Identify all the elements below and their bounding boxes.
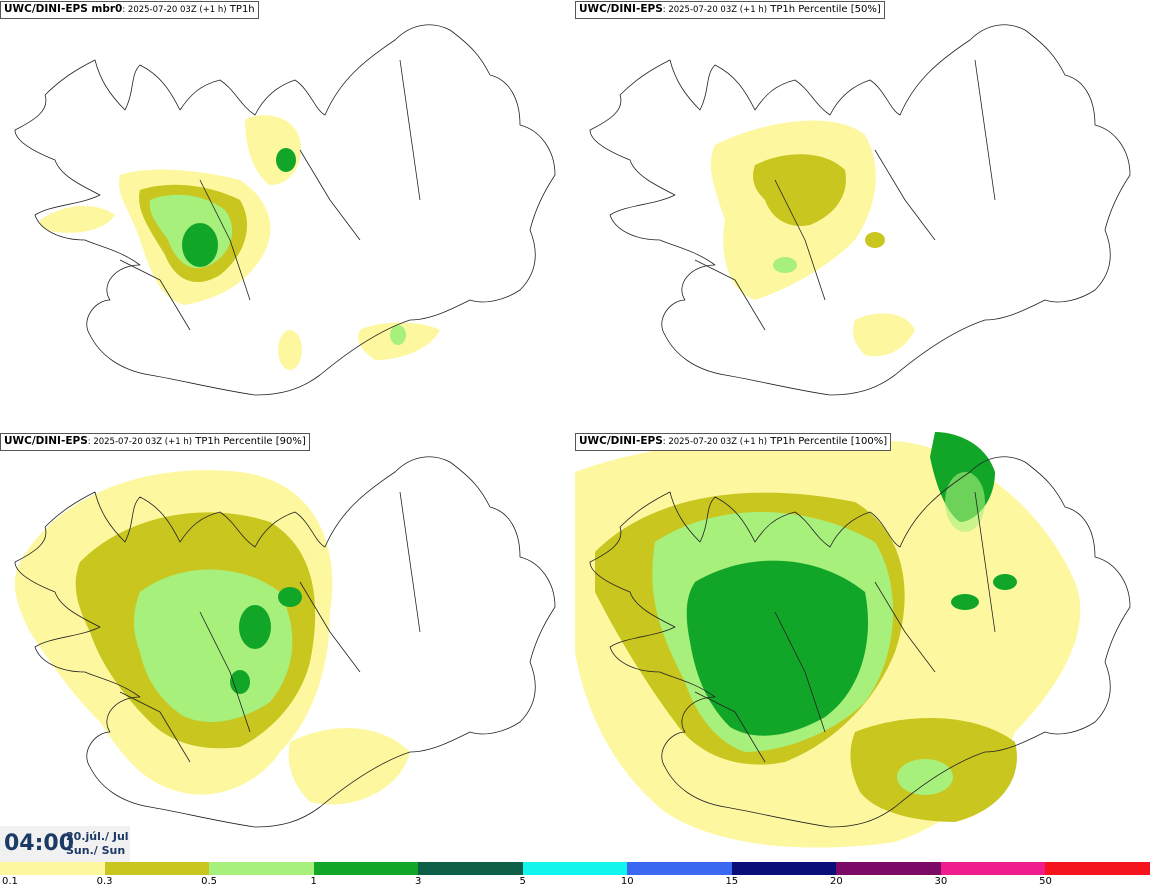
panel-title: UWC/DINI-EPS: 2025-07-20 03Z (+1 h) TP1h… bbox=[575, 1, 885, 19]
map-panel-p50: UWC/DINI-EPS: 2025-07-20 03Z (+1 h) TP1h… bbox=[575, 0, 1150, 430]
map-panel-p90: UWC/DINI-EPS: 2025-07-20 03Z (+1 h) TP1h… bbox=[0, 432, 575, 862]
colorbar-tick-label: 5 bbox=[519, 876, 526, 887]
colorbar-segment bbox=[522, 862, 628, 875]
colorbar-tick-label: 1 bbox=[310, 876, 317, 887]
colorbar-segment bbox=[627, 862, 732, 875]
colorbar-labels: 0.1 0.3 0.5 1 3 5 10 15 20 30 50 bbox=[0, 876, 1150, 890]
map-panel-mbr0: UWC/DINI-EPS mbr0: 2025-07-20 03Z (+1 h)… bbox=[0, 0, 575, 430]
panel-title: UWC/DINI-EPS mbr0: 2025-07-20 03Z (+1 h)… bbox=[0, 1, 259, 19]
precip-map bbox=[14, 24, 556, 396]
precip-map bbox=[575, 432, 1131, 848]
colorbar-tick-label: 20 bbox=[829, 876, 843, 887]
colorbar-segment bbox=[731, 862, 837, 875]
colorbar-tick-label: 0.3 bbox=[96, 876, 113, 887]
colorbar-segment bbox=[418, 862, 523, 875]
valid-date: 20.júl./ Jul Sun./ Sun bbox=[66, 830, 129, 858]
colorbar-tick-label: 0.1 bbox=[2, 876, 18, 887]
date-label: 20.júl./ Jul bbox=[66, 830, 129, 843]
colorbar-tick-label: 30 bbox=[934, 876, 948, 887]
colorbar-segment bbox=[0, 862, 105, 875]
colorbar-segment bbox=[836, 862, 941, 875]
colorbar-tick-label: 3 bbox=[414, 876, 422, 887]
colorbar-segment bbox=[1045, 862, 1150, 875]
map-panel-p100: UWC/DINI-EPS: 2025-07-20 03Z (+1 h) TP1h… bbox=[575, 432, 1150, 862]
colorbar-tick-label: 0.5 bbox=[201, 876, 218, 887]
valid-time-box: 04:00 20.júl./ Jul Sun./ Sun bbox=[0, 826, 130, 863]
colorbar-tick-label: 15 bbox=[725, 876, 739, 887]
colorbar-segment bbox=[209, 862, 314, 875]
colorbar-segment bbox=[313, 862, 419, 875]
colorbar-segment bbox=[104, 862, 210, 875]
precip-map bbox=[589, 24, 1131, 396]
valid-hour: 04:00 bbox=[4, 831, 75, 856]
precip-map bbox=[14, 456, 556, 828]
colorbar-tick-label: 10 bbox=[620, 876, 634, 887]
panel-title: UWC/DINI-EPS: 2025-07-20 03Z (+1 h) TP1h… bbox=[575, 433, 892, 451]
colorbar-segment bbox=[940, 862, 1046, 875]
precip-colorbar bbox=[0, 862, 1150, 875]
colorbar-tick-label: 50 bbox=[1039, 876, 1052, 887]
panel-title: UWC/DINI-EPS: 2025-07-20 03Z (+1 h) TP1h… bbox=[0, 433, 310, 451]
day-label: Sun./ Sun bbox=[66, 844, 126, 857]
